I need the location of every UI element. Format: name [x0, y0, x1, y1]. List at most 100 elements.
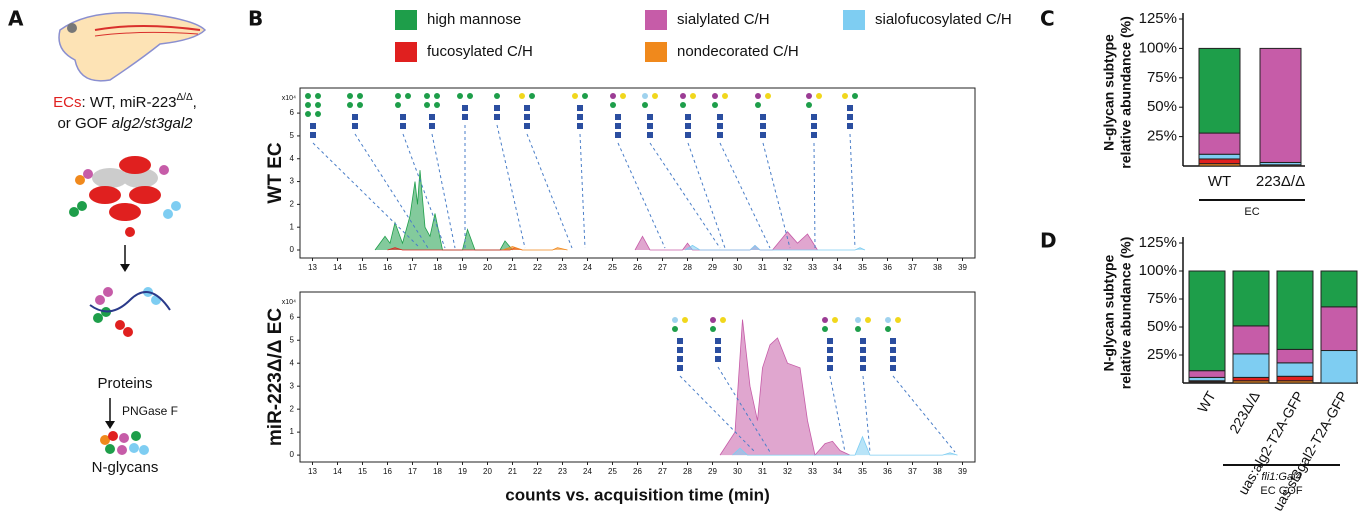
x-tick-label: 34 [833, 467, 842, 476]
glycan-icon [395, 93, 401, 99]
leader-line [402, 133, 446, 249]
bar-segment [1320, 270, 1358, 308]
leader-line [762, 142, 791, 249]
glycan-icon [315, 111, 321, 117]
bar-segment [1259, 47, 1302, 163]
legend-swatch [843, 10, 865, 30]
glycan-icon [685, 114, 691, 120]
chart-title: miR-223Δ/Δ EC [265, 308, 286, 446]
protein-cluster [89, 287, 171, 337]
panel-label: A [8, 7, 24, 31]
bar-segment [1198, 153, 1241, 160]
glycan-icon [610, 102, 616, 108]
x-tick-label: 33 [808, 467, 817, 476]
text: ECs [53, 94, 81, 111]
glycan-icon [842, 93, 848, 99]
glycan-icon [890, 338, 896, 344]
x-tick-label: 21 [508, 263, 517, 272]
x-tick-label: 13 [308, 467, 317, 476]
leader-line [849, 133, 856, 249]
group-label: EC GOF [1260, 485, 1302, 497]
y-axis-title: N-glycan subtype [1101, 254, 1117, 371]
y-tick-label: 125% [1139, 10, 1177, 27]
glycan-icon [652, 93, 658, 99]
legend-swatch [395, 42, 417, 62]
x-tick-label: 18 [433, 263, 442, 272]
glycan-icon [855, 317, 861, 323]
x-tick-label: 31 [758, 263, 767, 272]
glycan-icon [885, 326, 891, 332]
condition-text: ECs: WT, miR-223Δ/Δ, [53, 92, 197, 111]
y-tick-label: 5 [290, 335, 295, 344]
glycan-icon [885, 317, 891, 323]
glycan-icon [760, 114, 766, 120]
x-tick-label: 39 [958, 467, 967, 476]
x-tick-label: 35 [858, 263, 867, 272]
text: or GOF [57, 115, 111, 132]
leader-line [829, 375, 846, 453]
y-axis-title: N-glycan subtype [1101, 34, 1117, 151]
bar-segment [1320, 350, 1358, 384]
glycan-icon [890, 347, 896, 353]
y-tick-label: 2 [290, 404, 295, 413]
x-tick-label: 223Δ/Δ [1226, 388, 1263, 436]
y-tick-label: 6 [290, 108, 295, 117]
glycan-icon [717, 123, 723, 129]
glycan-icon [860, 365, 866, 371]
glycan-icon [715, 338, 721, 344]
bar-segment [1232, 353, 1270, 378]
x-axis-title: counts vs. acquisition time (min) [505, 485, 769, 504]
glycan-icon [647, 132, 653, 138]
glycan-icon [865, 317, 871, 323]
glycan-icon [424, 102, 430, 108]
step-label: N-glycans [92, 459, 159, 476]
glycan-icon [462, 114, 468, 120]
glycan-icon [811, 123, 817, 129]
glycan-icon [577, 123, 583, 129]
glycan-icon [717, 114, 723, 120]
x-tick-label: 25 [608, 263, 617, 272]
glycan-icon [405, 93, 411, 99]
glycan-icon [457, 93, 463, 99]
glycan-icon [524, 105, 530, 111]
glycan-icon [827, 347, 833, 353]
x-tick-label: 38 [933, 467, 942, 476]
x-tick-label: 27 [658, 263, 667, 272]
glycan-icon [677, 365, 683, 371]
x-tick-label: 34 [833, 263, 842, 272]
glycan-icon [582, 93, 588, 99]
bar-segment [1276, 375, 1314, 382]
y-tick-label: 25% [1147, 128, 1177, 145]
glycan-icon [429, 123, 435, 129]
y-tick-label: 100% [1139, 262, 1177, 279]
glycan-icon [529, 93, 535, 99]
glycan-icon [890, 365, 896, 371]
x-tick-label: 32 [783, 467, 792, 476]
glycan-icon [860, 356, 866, 362]
glycan-icon [822, 326, 828, 332]
glycan-icon [710, 317, 716, 323]
x-tick-label: 28 [683, 467, 692, 476]
x-tick-label: 16 [383, 263, 392, 272]
y-tick-label: 100% [1139, 39, 1177, 56]
glycan-icon [642, 93, 648, 99]
x-tick-label: 30 [733, 467, 742, 476]
text: Δ/Δ [177, 92, 193, 103]
glycan-icon [806, 102, 812, 108]
glycan-icon [310, 123, 316, 129]
glycan-icon [352, 114, 358, 120]
cell-cluster [69, 156, 181, 237]
x-tick-label: 33 [808, 263, 817, 272]
y-tick-label: 3 [290, 381, 295, 390]
glycan-icon [860, 338, 866, 344]
bar-segment [1198, 47, 1241, 134]
x-tick-label: 38 [933, 263, 942, 272]
leader-line [649, 142, 721, 249]
y-tick-label: 4 [290, 154, 295, 163]
glycan-icon [434, 93, 440, 99]
glycan-icon [832, 317, 838, 323]
glycan-icon [712, 102, 718, 108]
arrow [120, 264, 130, 272]
leader-line [892, 375, 956, 453]
glycan-icon [357, 93, 363, 99]
